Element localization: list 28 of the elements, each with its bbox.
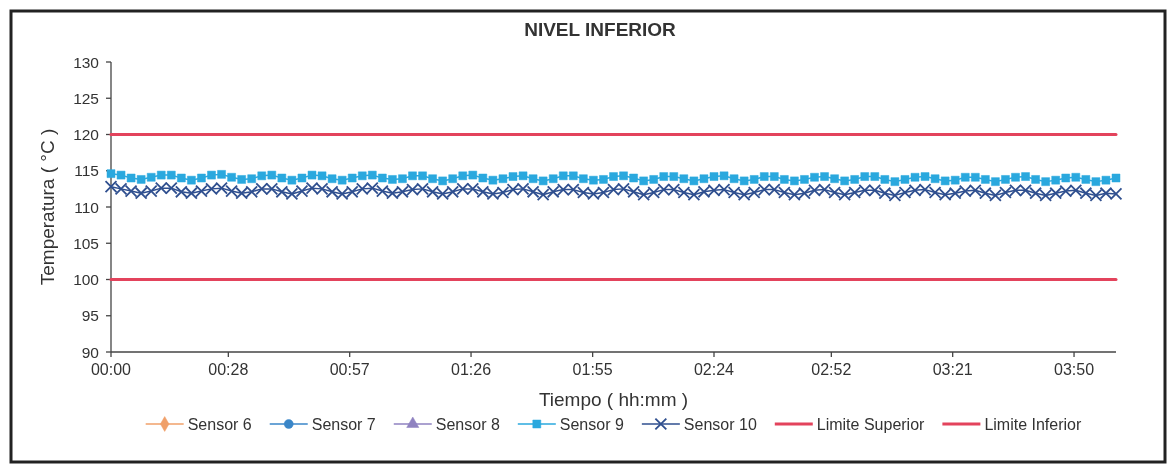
x-tick-label: 02:24 xyxy=(693,361,735,378)
y-tick-label: 110 xyxy=(74,198,100,216)
y-tick-label: 100 xyxy=(73,271,100,288)
y-tick-label: 105 xyxy=(73,234,99,252)
x-tick-label: 00:00 xyxy=(90,361,132,378)
legend-label: Sensor 7 xyxy=(311,415,376,433)
legend-label: Sensor 6 xyxy=(187,415,252,433)
x-tick-label: 00:28 xyxy=(208,361,249,378)
y-tick-label: 90 xyxy=(81,343,100,361)
legend-label: Sensor 10 xyxy=(683,415,757,433)
x-tick-label: 03:21 xyxy=(932,361,973,378)
y-tick-label: 95 xyxy=(81,307,99,325)
y-tick-label: 125 xyxy=(73,89,99,107)
y-tick-label: 120 xyxy=(73,126,100,143)
legend-label: Limite Inferior xyxy=(984,415,1082,433)
y-tick-label: 115 xyxy=(74,162,99,180)
x-tick-label: 02:52 xyxy=(811,361,852,378)
legend-label: Sensor 8 xyxy=(435,415,500,433)
x-tick-label: 01:55 xyxy=(572,361,613,378)
x-tick-label: 01:26 xyxy=(451,361,492,378)
x-tick-label: 00:57 xyxy=(329,361,370,378)
chart-title: NIVEL INFERIOR xyxy=(524,19,677,40)
y-axis-title: Temperatura ( °C ) xyxy=(37,128,58,286)
legend-label: Sensor 9 xyxy=(559,415,624,433)
legend-label: Limite Superior xyxy=(816,415,926,433)
x-tick-label: 03:50 xyxy=(1054,361,1095,378)
y-tick-label: 130 xyxy=(73,53,100,71)
x-axis-title: Tiempo ( hh:mm ) xyxy=(538,389,689,410)
